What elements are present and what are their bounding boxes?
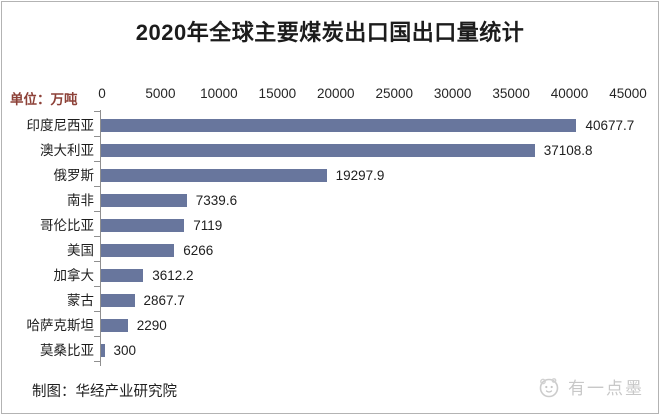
y-axis-tick — [94, 361, 100, 362]
value-label: 2867.7 — [143, 293, 185, 308]
category-label: 哥伦比亚 — [40, 218, 94, 233]
category-label: 俄罗斯 — [53, 168, 95, 183]
bar-7 — [101, 269, 144, 282]
credit-text: 制图：华经产业研究院 — [32, 384, 177, 400]
x-axis-tick-label: 30000 — [433, 86, 472, 101]
category-label: 加拿大 — [53, 268, 95, 283]
value-label: 19297.9 — [335, 168, 385, 183]
y-axis-tick — [94, 261, 100, 262]
y-axis-tick — [94, 336, 100, 337]
x-axis-tick-label: 20000 — [316, 86, 355, 101]
category-label: 莫桑比亚 — [40, 343, 94, 358]
chart-title: 2020年全球主要煤炭出口国出口量统计 — [135, 20, 525, 45]
category-label: 哈萨克斯坦 — [26, 318, 95, 333]
watermark-text: 有一点墨 — [568, 379, 644, 398]
unit-label: 单位：万吨 — [10, 92, 78, 107]
value-label: 40677.7 — [585, 118, 635, 133]
bar-8 — [101, 294, 135, 307]
category-label: 澳大利亚 — [40, 143, 94, 158]
x-axis-tick-label: 0 — [98, 86, 106, 101]
bar-9 — [101, 319, 128, 332]
value-label: 300 — [113, 343, 137, 358]
category-label: 印度尼西亚 — [26, 118, 95, 133]
y-axis-line — [100, 110, 101, 366]
value-label: 7339.6 — [195, 193, 238, 208]
bar-1 — [101, 119, 577, 132]
x-axis-tick-label: 40000 — [550, 86, 589, 101]
bar-2 — [101, 144, 535, 157]
y-axis-tick — [94, 311, 100, 312]
y-axis-tick — [94, 236, 100, 237]
value-label: 7119 — [193, 218, 223, 233]
y-axis-tick — [94, 111, 100, 112]
value-label: 2290 — [136, 318, 167, 333]
category-label: 蒙古 — [67, 293, 94, 308]
x-axis-tick-label: 45000 — [609, 86, 647, 101]
bar-5 — [101, 219, 185, 232]
value-label: 6266 — [183, 243, 214, 258]
category-label: 美国 — [67, 243, 94, 258]
value-label: 3612.2 — [152, 268, 194, 283]
bar-6 — [101, 244, 175, 257]
x-axis-tick-label: 25000 — [375, 86, 413, 101]
y-axis-tick — [94, 211, 100, 212]
y-axis-tick — [94, 286, 100, 287]
y-axis-tick — [94, 186, 100, 187]
bar-10 — [101, 344, 105, 357]
y-axis-tick — [94, 136, 100, 137]
x-axis-tick-label: 35000 — [492, 86, 530, 101]
bar-3 — [101, 169, 327, 182]
x-axis-tick-labels: 0 5000 10000 15000 20000 25000 30000 35000 40000… — [2, 86, 658, 104]
value-label: 37108.8 — [543, 143, 593, 158]
x-axis-tick-label: 10000 — [200, 86, 238, 101]
watermark: 有一点墨 — [537, 374, 644, 399]
ink-mascot-face-icon — [537, 375, 561, 399]
y-axis-tick — [94, 161, 100, 162]
x-axis-tick-label: 15000 — [258, 86, 297, 101]
x-axis-tick-label: 5000 — [145, 86, 176, 101]
category-label: 南非 — [67, 193, 94, 208]
bar-4 — [101, 194, 187, 207]
